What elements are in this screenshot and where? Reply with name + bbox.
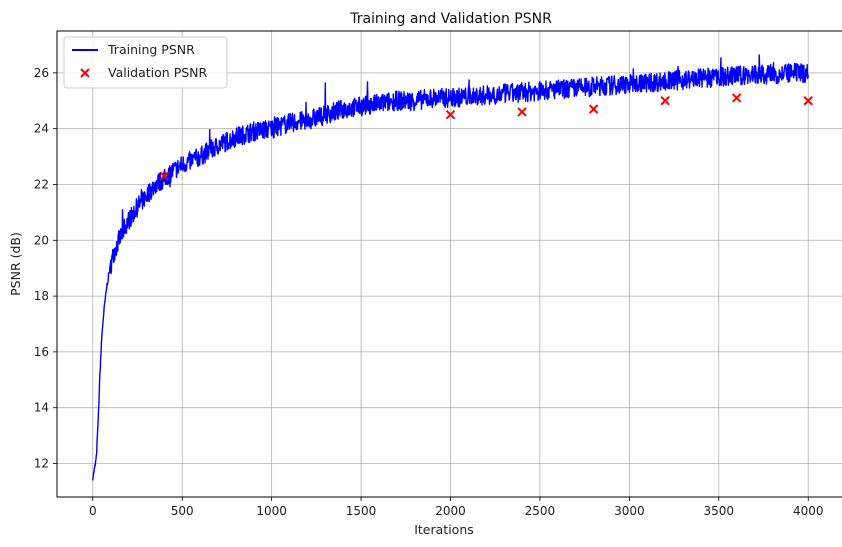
y-tick-label: 18 [34,289,49,303]
y-axis-title: PSNR (dB) [8,232,23,296]
training-psnr-line [92,54,809,481]
x-axis-ticks: 0 500 1000 1500 2000 2500 3000 3500 4000 [89,497,824,518]
legend: Training PSNR Validation PSNR [63,36,228,89]
x-tick-label: 500 [171,504,194,518]
y-tick-label: 22 [34,177,49,191]
legend-box [63,36,228,89]
validation-psnr-point [517,107,527,117]
validation-psnr-point [660,96,670,106]
x-tick-label: 2500 [525,504,556,518]
y-tick-label: 16 [34,345,49,359]
x-tick-label: 1000 [256,504,287,518]
validation-psnr-point [588,104,599,114]
y-tick-label: 24 [34,122,49,136]
legend-training-label: Training PSNR [107,42,195,57]
x-tick-label: 3000 [614,504,645,518]
grid-lines [57,31,842,497]
y-tick-label: 26 [34,66,49,80]
plot-area [92,54,813,481]
chart-title: Training and Validation PSNR [349,11,552,27]
legend-validation-label: Validation PSNR [108,65,208,80]
validation-psnr-point [445,110,456,120]
y-tick-label: 20 [34,233,49,247]
x-tick-label: 0 [89,504,97,518]
validation-psnr-point [731,93,742,103]
y-axis-ticks: 12 14 16 18 20 22 24 26 [34,66,57,471]
x-tick-label: 2000 [435,504,466,518]
x-axis-title: Iterations [414,522,474,537]
x-tick-label: 1500 [346,504,377,518]
legend-x-marker [80,68,90,78]
validation-psnr-point [803,96,813,106]
x-tick-label: 3500 [704,504,735,518]
y-tick-label: 14 [34,401,49,415]
y-tick-label: 12 [34,457,49,471]
validation-psnr-point [159,171,170,181]
x-tick-label: 4000 [793,504,824,518]
